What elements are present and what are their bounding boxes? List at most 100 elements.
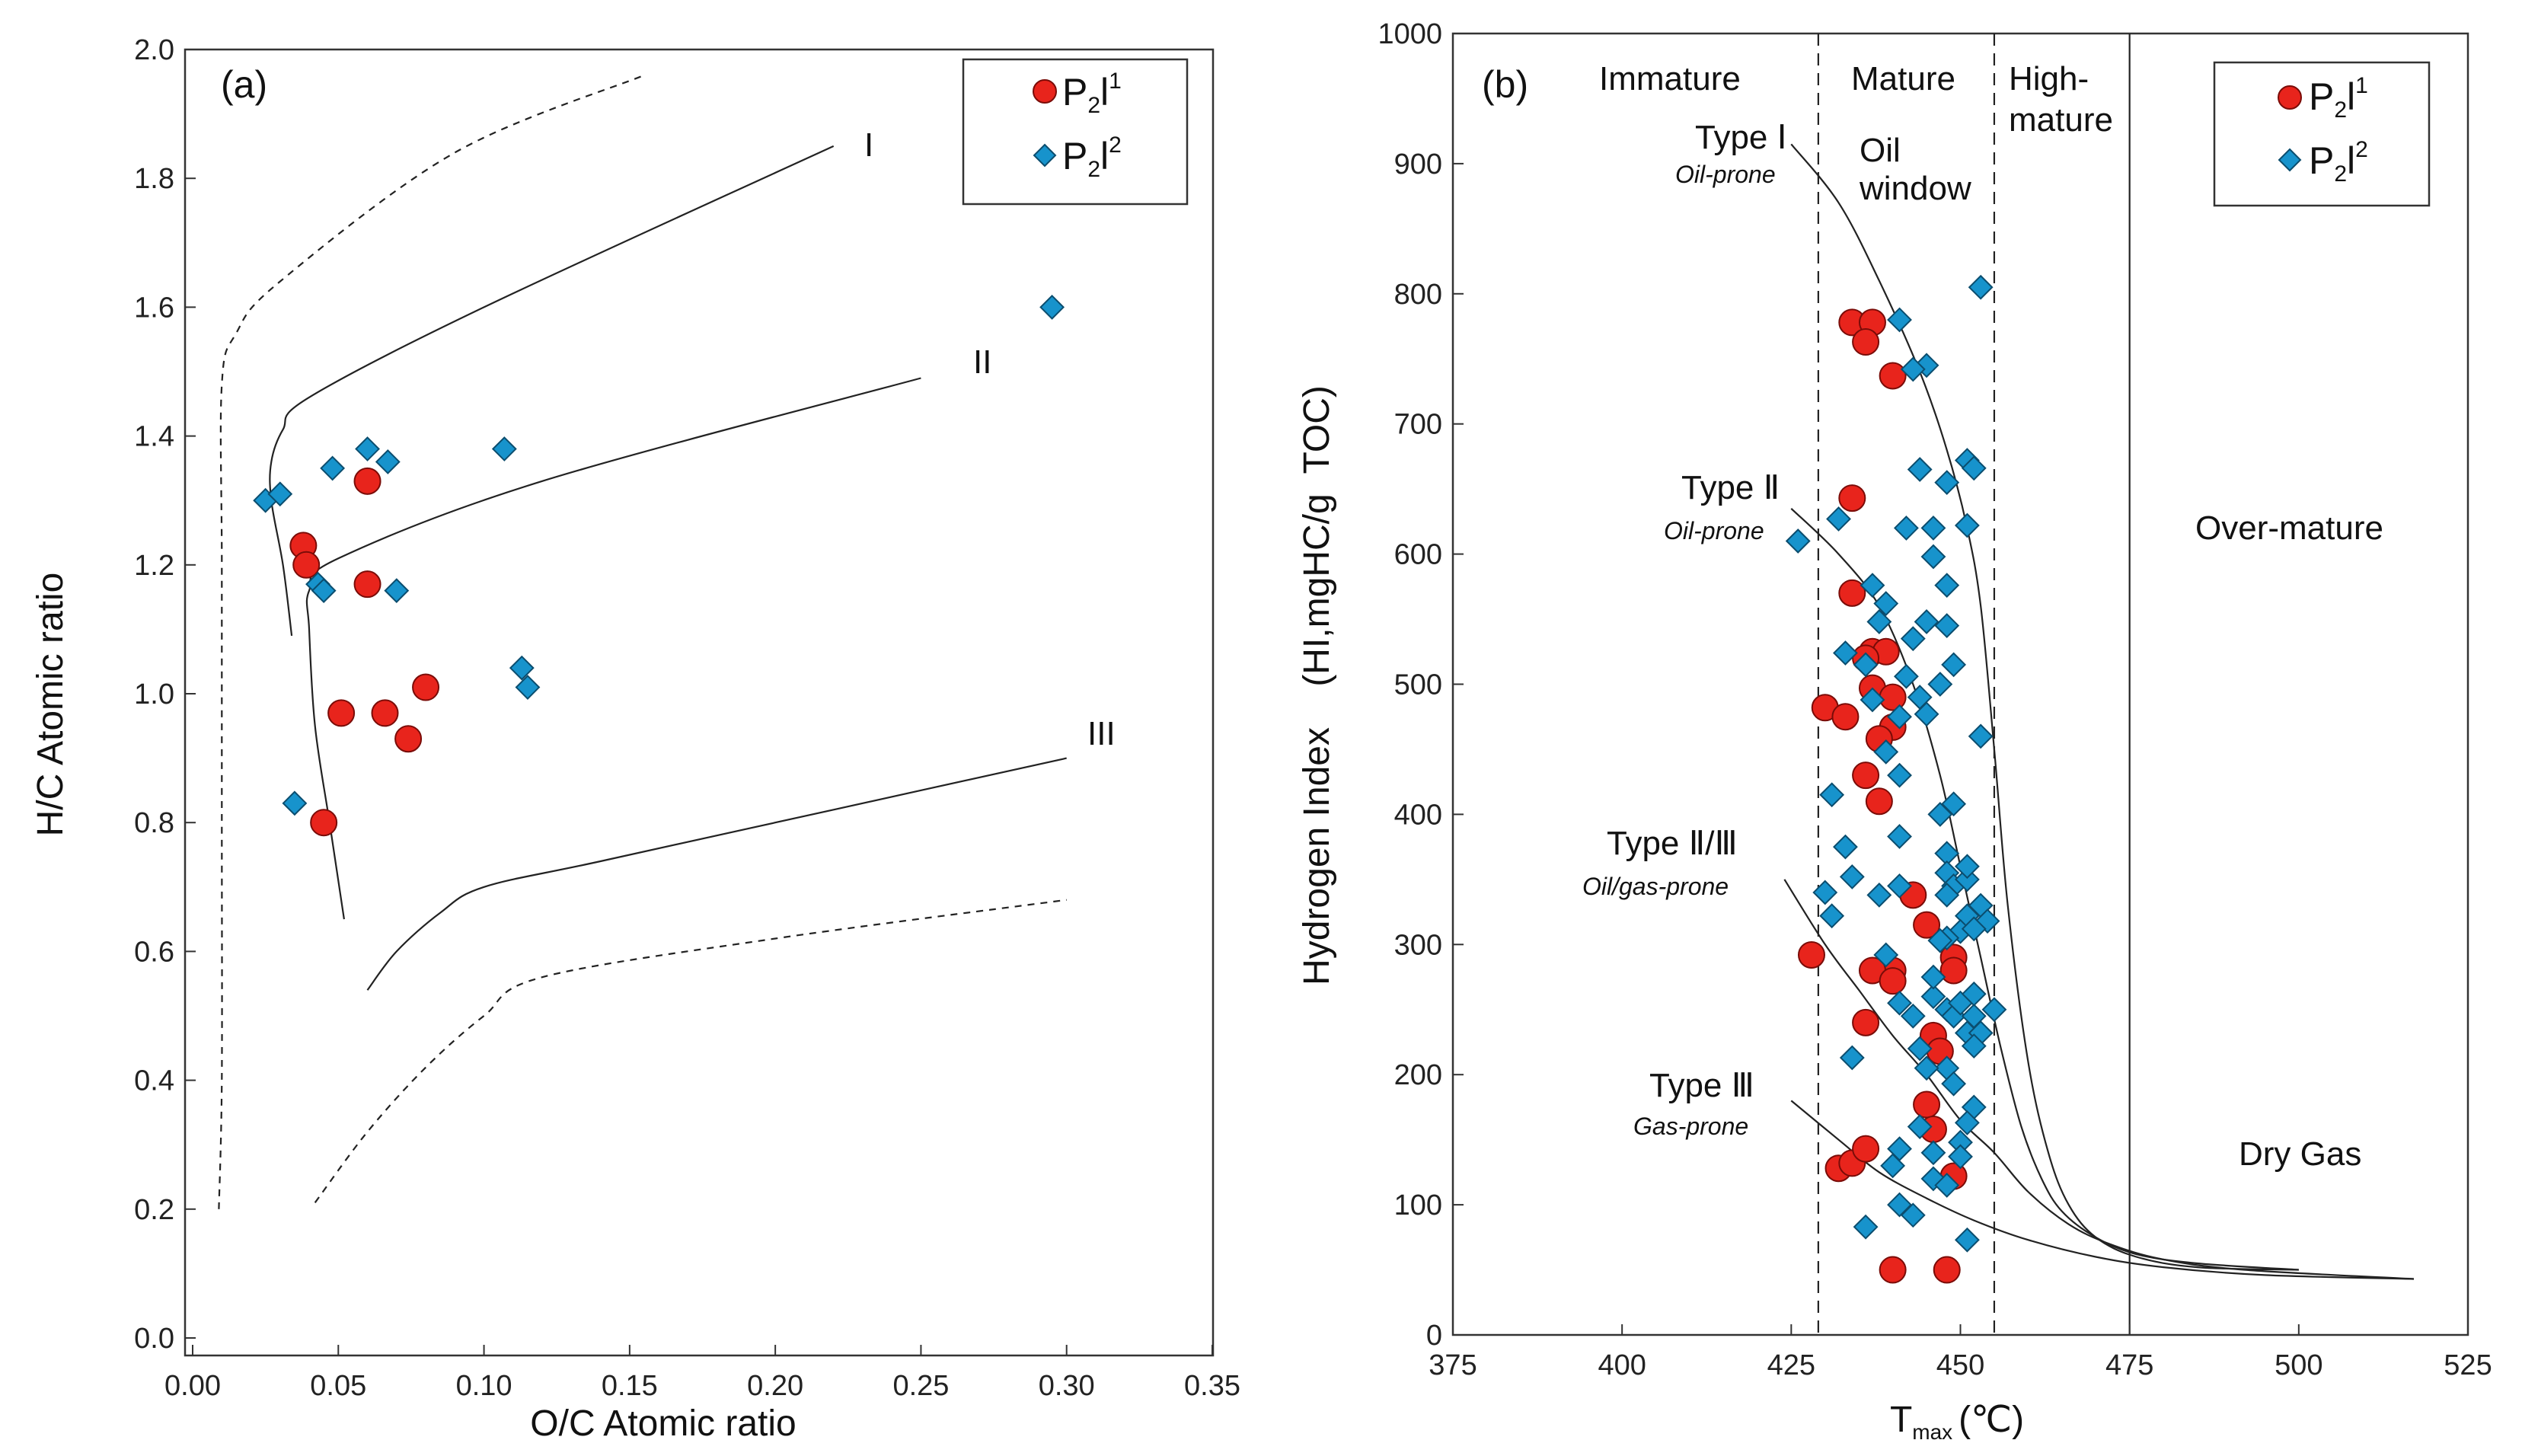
point-b-p2l2 bbox=[1961, 1033, 1987, 1059]
y-tick-label-b: 200 bbox=[1394, 1059, 1442, 1091]
point-b-p2l2 bbox=[1860, 687, 1885, 713]
kerogen-curve bbox=[1790, 1100, 2414, 1280]
point-a-p2l1 bbox=[353, 570, 381, 599]
legend-b: P2l1 P2l2 bbox=[2213, 61, 2431, 207]
point-b-p2l2 bbox=[1839, 864, 1865, 889]
point-b-p2l1 bbox=[1865, 787, 1893, 816]
legend-b-p2l1-label: P2l1 bbox=[2309, 73, 2368, 123]
point-b-p2l2 bbox=[1934, 470, 1960, 496]
x-tick-label-a: 0.05 bbox=[310, 1370, 366, 1402]
legend-a-p2l1-marker bbox=[1033, 79, 1057, 104]
point-b-p2l2 bbox=[1860, 573, 1885, 599]
point-b-p2l1 bbox=[1913, 1090, 1941, 1119]
zone-over-mature: Over-mature bbox=[2195, 509, 2383, 547]
point-b-p2l2 bbox=[1914, 701, 1939, 727]
y-axis-label-a: H/C Atomic ratio bbox=[30, 573, 71, 837]
point-b-p2l2 bbox=[1954, 512, 1980, 538]
point-b-p2l1 bbox=[1831, 703, 1860, 731]
legend-b-p2l2-label: P2l2 bbox=[2309, 137, 2368, 187]
point-a-p2l2 bbox=[1039, 294, 1065, 320]
point-b-p2l2 bbox=[1887, 704, 1912, 730]
x-tick-label-b: 450 bbox=[1936, 1349, 1984, 1381]
point-b-p2l2 bbox=[1887, 762, 1912, 788]
point-b-p2l2 bbox=[1900, 626, 1926, 652]
legend-b-frame bbox=[2213, 61, 2431, 207]
point-b-p2l2 bbox=[1873, 739, 1899, 765]
point-b-p2l1 bbox=[1879, 362, 1907, 390]
panel-a-frame bbox=[184, 48, 1215, 1357]
y-tick-label-b: 600 bbox=[1394, 539, 1442, 571]
point-b-p2l2 bbox=[1893, 663, 1919, 689]
x-tick-label-b: 475 bbox=[2105, 1349, 2153, 1381]
panel-b-label: (b) bbox=[1482, 63, 1528, 106]
legend-a: P2l1 P2l2 bbox=[962, 58, 1189, 206]
point-b-p2l2 bbox=[1887, 873, 1912, 899]
point-a-p2l1 bbox=[394, 725, 423, 753]
point-b-p2l2 bbox=[1887, 1192, 1912, 1218]
point-a-p2l2 bbox=[267, 481, 293, 507]
point-a-p2l2 bbox=[509, 655, 535, 681]
point-a-p2l1 bbox=[292, 551, 321, 579]
type-label-4: Type Ⅲ bbox=[1649, 1067, 1754, 1104]
point-b-p2l2 bbox=[1941, 791, 1967, 817]
point-b-p2l2 bbox=[1961, 916, 1987, 942]
legend-a-p2l2-label: P2l2 bbox=[1062, 133, 1122, 182]
point-b-p2l2 bbox=[1934, 613, 1960, 639]
point-b-p2l1 bbox=[1913, 911, 1941, 939]
point-a-p2l2 bbox=[355, 436, 380, 461]
panel-a: (a) 0.00 0.05 0.10 0.15 0.20 0.25 0.30 0.350.00… bbox=[30, 34, 1240, 1444]
point-a-p2l1 bbox=[371, 699, 399, 727]
y-tick-label-b: 900 bbox=[1394, 148, 1442, 180]
point-b-p2l2 bbox=[1839, 1045, 1865, 1071]
zone-oil-window-1: Oil bbox=[1860, 132, 1901, 169]
y-tick-label-b: 700 bbox=[1394, 409, 1442, 441]
legend-a-frame bbox=[962, 58, 1189, 206]
point-b-p2l2 bbox=[1880, 1153, 1906, 1179]
zone-mature: Mature bbox=[1851, 60, 1955, 97]
panel-b: 375 400 425 450 475 500 525 0 100 200 300 400 500 600… bbox=[1297, 18, 2492, 1444]
point-b-p2l1 bbox=[1852, 1135, 1880, 1163]
point-a-p2l2 bbox=[311, 578, 337, 604]
point-b-p2l2 bbox=[1853, 1214, 1879, 1240]
point-b-p2l2 bbox=[1887, 307, 1912, 333]
y-tick-label-b: 400 bbox=[1394, 799, 1442, 831]
point-b-p2l2 bbox=[1914, 609, 1939, 634]
point-b-p2l2 bbox=[1812, 880, 1838, 905]
x-tick-label-a: 0.20 bbox=[747, 1370, 803, 1402]
y-tick-label-b: 100 bbox=[1394, 1189, 1442, 1221]
legend-b-p2l1-marker bbox=[2278, 85, 2302, 110]
x-tick-label-a: 0.30 bbox=[1039, 1370, 1095, 1402]
point-b-p2l1 bbox=[1838, 579, 1866, 607]
point-b-p2l2 bbox=[1819, 782, 1845, 808]
point-b-p2l2 bbox=[1785, 528, 1811, 554]
point-b-p2l2 bbox=[1907, 1036, 1933, 1062]
x-tick-label-b: 375 bbox=[1429, 1349, 1476, 1381]
legend-b-p2l2-marker bbox=[2278, 148, 2302, 172]
point-a-p2l2 bbox=[320, 455, 346, 481]
legend-a-p2l1-label: P2l1 bbox=[1062, 69, 1122, 118]
point-a-p2l2 bbox=[384, 578, 410, 604]
point-b-p2l2 bbox=[1948, 1144, 1973, 1170]
y-tick-label-b: 500 bbox=[1394, 669, 1442, 701]
y-tick-label-a: 2.0 bbox=[134, 34, 174, 66]
point-a-p2l2 bbox=[375, 449, 401, 474]
point-b-p2l2 bbox=[1853, 652, 1879, 678]
curve-label-III: III bbox=[1087, 715, 1116, 752]
y-tick-label-a: 0.8 bbox=[134, 807, 174, 839]
point-b-p2l2 bbox=[1900, 1003, 1926, 1029]
point-a-p2l2 bbox=[491, 436, 517, 461]
legend-a-p2l2-marker bbox=[1033, 143, 1057, 168]
point-b-p2l1 bbox=[1852, 1008, 1880, 1036]
panel-a-points bbox=[253, 294, 1065, 837]
point-b-p2l2 bbox=[1887, 990, 1912, 1016]
point-b-p2l2 bbox=[1833, 640, 1858, 666]
x-tick-label-a: 0.35 bbox=[1184, 1370, 1240, 1402]
point-b-p2l2 bbox=[1920, 544, 1946, 570]
zone-immature: Immature bbox=[1599, 60, 1741, 97]
point-a-p2l2 bbox=[515, 675, 541, 700]
x-axis-label-a: O/C Atomic ratio bbox=[530, 1403, 796, 1444]
x-tick-label-b: 500 bbox=[2275, 1349, 2322, 1381]
point-b-p2l2 bbox=[1893, 516, 1919, 541]
panel-a-label: (a) bbox=[221, 63, 267, 106]
